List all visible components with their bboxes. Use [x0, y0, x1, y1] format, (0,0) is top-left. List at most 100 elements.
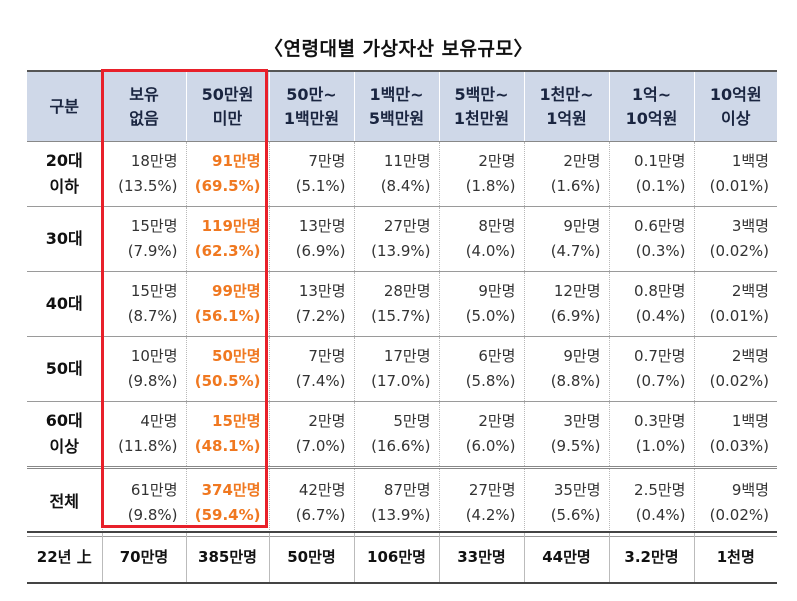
- cell-line: (0.01%): [709, 177, 769, 195]
- row-label: 60대 이상: [27, 401, 102, 468]
- cell-line: 1백만~: [369, 85, 424, 105]
- cell-line: 13만명: [298, 217, 346, 236]
- cell-line: (0.02%): [709, 505, 769, 524]
- cell-line: (7.4%): [295, 372, 346, 390]
- comparison-row: 22년 上 70만명 385만명 50만명 106만명 33만명 44만명 3.2만명 1천명: [27, 532, 777, 584]
- cell-line: (56.1%): [194, 307, 261, 325]
- table-cell: 18만명 (13.5%): [101, 141, 186, 207]
- cell-line: 5백만~: [454, 85, 509, 105]
- table-cell: 374만명 (59.4%): [185, 466, 269, 537]
- cell-line: 2백명: [731, 282, 769, 301]
- comparison-cell: 50만명: [268, 532, 354, 584]
- cell-line: (13.9%): [371, 242, 431, 260]
- cell-line: 1천만~: [539, 85, 594, 105]
- cell-line: (6.9%): [295, 242, 346, 260]
- cell-line: 3백명: [731, 217, 769, 236]
- cell-line: (0.03%): [709, 437, 769, 455]
- cell-line: (8.7%): [127, 307, 178, 325]
- table-cell: 2만명 (6.0%): [438, 401, 524, 468]
- column-header: 1천만~ 1억원: [523, 70, 609, 142]
- table-cell: 2만명 (1.8%): [438, 141, 524, 207]
- table-cell: 17만명 (17.0%): [353, 336, 439, 402]
- table-cell: 27만명 (4.2%): [438, 466, 524, 537]
- cell-line: (9.8%): [127, 505, 178, 524]
- comparison-cell: 385만명: [185, 532, 269, 584]
- table-cell: 9만명 (5.0%): [438, 271, 524, 337]
- column-header: 5백만~ 1천만원: [438, 70, 524, 142]
- cell-line: (5.0%): [465, 307, 516, 325]
- cell-line: 0.6만명: [634, 217, 686, 236]
- table-cell: 42만명 (6.7%): [268, 466, 354, 537]
- cell-line: 87만명: [383, 480, 431, 499]
- cell-line: 35만명: [553, 480, 601, 499]
- cell-line: (11.8%): [118, 437, 178, 455]
- cell-line: 50만명: [212, 347, 261, 366]
- cell-line: 미만: [212, 108, 243, 128]
- table-cell: 9만명 (4.7%): [523, 206, 609, 272]
- cell-line: (50.5%): [194, 372, 261, 390]
- cell-line: 2만명: [478, 152, 516, 171]
- cell-line: (9.8%): [127, 372, 178, 390]
- column-header: 보유 없음: [101, 70, 186, 142]
- cell-line: (13.5%): [118, 177, 178, 195]
- comparison-cell: 70만명: [101, 532, 186, 584]
- table-cell: 3백명 (0.02%): [693, 206, 777, 272]
- cell-line: (0.01%): [709, 307, 769, 325]
- cell-line: 42만명: [298, 480, 346, 499]
- comparison-label: 22년 上: [27, 532, 102, 584]
- table-cell: 119만명 (62.3%): [185, 206, 269, 272]
- cell-line: 91만명: [212, 152, 261, 171]
- cell-line: 50대: [45, 358, 83, 378]
- table-cell: 87만명 (13.9%): [353, 466, 439, 537]
- cell-line: (1.0%): [635, 437, 686, 455]
- comparison-cell: 106만명: [353, 532, 439, 584]
- table-cell: 35만명 (5.6%): [523, 466, 609, 537]
- table-cell: 1백명 (0.03%): [693, 401, 777, 468]
- comparison-cell: 3.2만명: [608, 532, 694, 584]
- cell-line: 10억원: [625, 108, 678, 128]
- table-cell: 61만명 (9.8%): [101, 466, 186, 537]
- cell-line: 1억~: [631, 85, 672, 105]
- table-row: 50대 10만명 (9.8%) 50만명 (50.5%) 7만명 (7.4%) 17만명 (17…: [27, 336, 777, 402]
- cell-line: (5.8%): [465, 372, 516, 390]
- cell-line: (6.0%): [465, 437, 516, 455]
- table-cell: 28만명 (15.7%): [353, 271, 439, 337]
- cell-line: (4.2%): [465, 505, 516, 524]
- table-cell: 2백명 (0.02%): [693, 336, 777, 402]
- column-header: 50만원 미만: [185, 70, 269, 142]
- cell-line: (4.0%): [465, 242, 516, 260]
- cell-line: (7.2%): [295, 307, 346, 325]
- cell-line: 이상: [49, 437, 79, 456]
- cell-line: (0.4%): [635, 505, 686, 524]
- cell-line: (59.4%): [194, 505, 261, 524]
- cell-line: 27만명: [468, 480, 516, 499]
- cell-line: 이상: [721, 108, 751, 128]
- cell-line: (7.0%): [295, 437, 346, 455]
- cell-line: (1.6%): [550, 177, 601, 195]
- cell-line: 2만명: [478, 412, 516, 431]
- cell-line: (5.1%): [295, 177, 346, 195]
- table-cell: 7만명 (7.4%): [268, 336, 354, 402]
- cell-line: 2백명: [731, 347, 769, 366]
- cell-line: 10억원: [709, 85, 762, 105]
- cell-line: 61만명: [130, 480, 178, 499]
- table-cell: 2백명 (0.01%): [693, 271, 777, 337]
- table-row: 30대 15만명 (7.9%) 119만명 (62.3%) 13만명 (6.9%) 27만명 (…: [27, 206, 777, 272]
- cell-line: 없음: [129, 108, 159, 128]
- table-cell: 1백명 (0.01%): [693, 141, 777, 207]
- holdings-table: 구분 보유 없음 50만원 미만 50만~ 1백만원 1백만~ 5백만원 5백만~ 1천만원 1천만~…: [27, 70, 777, 537]
- cell-line: 9백명: [731, 480, 769, 499]
- table-cell: 9백명 (0.02%): [693, 466, 777, 537]
- cell-line: 1백명: [731, 152, 769, 171]
- cell-line: 9만명: [563, 347, 601, 366]
- cell-line: 7만명: [308, 347, 346, 366]
- cell-line: 7만명: [308, 152, 346, 171]
- cell-line: 4만명: [140, 412, 178, 431]
- cell-line: 15만명: [212, 412, 261, 431]
- table-cell: 0.7만명 (0.7%): [608, 336, 694, 402]
- cell-line: 13만명: [298, 282, 346, 301]
- table-cell: 11만명 (8.4%): [353, 141, 439, 207]
- cell-line: 50만~: [286, 85, 337, 105]
- cell-line: 0.3만명: [634, 412, 686, 431]
- cell-line: (5.6%): [550, 505, 601, 524]
